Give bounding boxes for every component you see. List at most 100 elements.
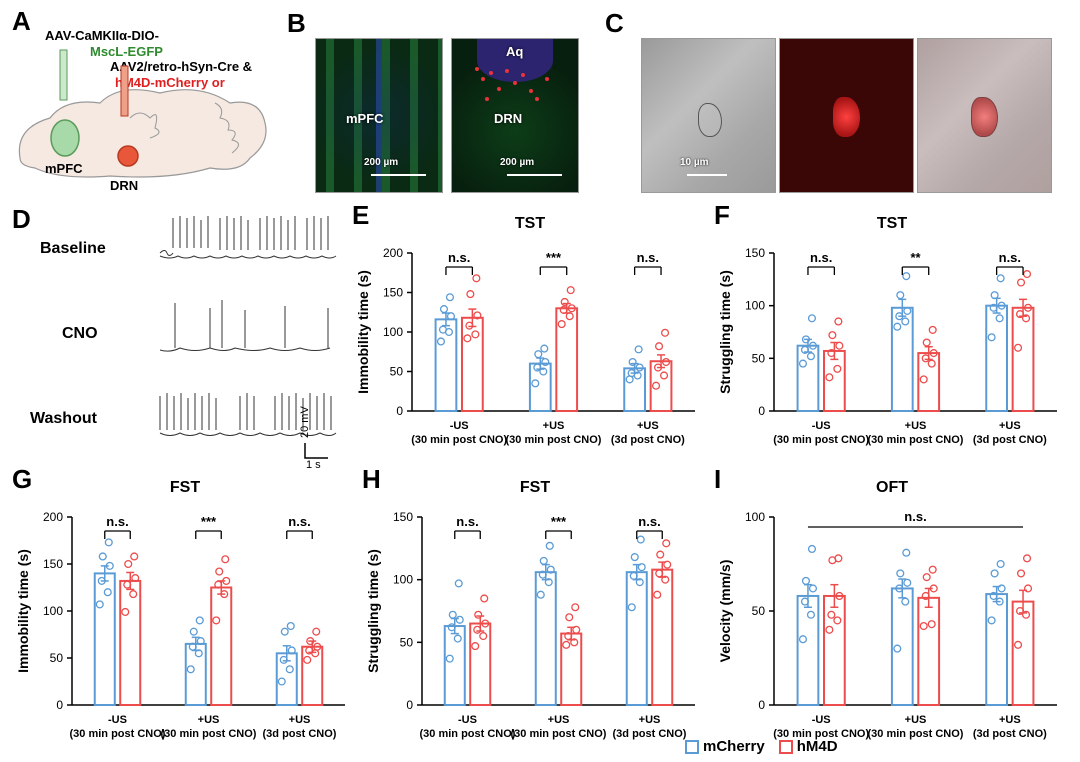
svg-text:150: 150 bbox=[43, 557, 63, 571]
svg-text:(3d post CNO): (3d post CNO) bbox=[263, 728, 337, 740]
mpfc-syringe-icon bbox=[60, 50, 67, 100]
svg-text:(30 min post CNO): (30 min post CNO) bbox=[511, 728, 607, 740]
merged-cell-image bbox=[917, 38, 1052, 193]
svg-text:50: 50 bbox=[400, 635, 414, 649]
aq-region-label: Aq bbox=[506, 44, 523, 59]
svg-text:E: E bbox=[352, 200, 369, 230]
svg-text:n.s.: n.s. bbox=[810, 250, 832, 265]
drn-region-label: DRN bbox=[494, 111, 522, 126]
svg-text:(30 min post CNO): (30 min post CNO) bbox=[773, 434, 869, 446]
legend-label-mcherry: mCherry bbox=[703, 738, 765, 755]
svg-text:n.s.: n.s. bbox=[999, 250, 1021, 265]
svg-text:(3d post CNO): (3d post CNO) bbox=[973, 434, 1047, 446]
panel-B: B mPFC 200 µm Aq DRN 200 µm bbox=[287, 8, 597, 193]
legend-item-hm4d[interactable]: hM4D bbox=[779, 738, 838, 755]
drn-region-marker bbox=[118, 146, 138, 166]
svg-text:+US: +US bbox=[637, 420, 659, 432]
svg-text:FST: FST bbox=[520, 479, 550, 496]
svg-text:n.s.: n.s. bbox=[106, 514, 128, 529]
chart-legend: mCherry hM4D bbox=[685, 738, 852, 755]
svg-text:+US: +US bbox=[905, 714, 927, 726]
scalebar-brightfield bbox=[687, 174, 727, 176]
svg-text:(30 min post CNO): (30 min post CNO) bbox=[70, 728, 166, 740]
panel-g: G FST 0 50 100 150 200 Immobility time (s) -US (3… bbox=[10, 462, 360, 760]
aav-construct-label-4: hM4D-mCherry or bbox=[115, 75, 225, 90]
mpfc-region-label: mPFC bbox=[346, 111, 384, 126]
chart-h-svg: H FST 0 50 100 150 Struggling time (s) -US (30 m… bbox=[360, 462, 710, 760]
svg-text:(30 min post CNO): (30 min post CNO) bbox=[868, 728, 964, 740]
svg-text:n.s.: n.s. bbox=[456, 514, 478, 529]
svg-text:n.s.: n.s. bbox=[904, 509, 926, 524]
svg-text:n.s.: n.s. bbox=[637, 250, 659, 265]
svg-text:(3d post CNO): (3d post CNO) bbox=[973, 728, 1047, 740]
drn-text-label: DRN bbox=[110, 178, 138, 193]
legend-swatch-hm4d bbox=[779, 740, 793, 754]
svg-text:H: H bbox=[362, 464, 381, 494]
svg-text:100: 100 bbox=[745, 510, 765, 524]
svg-text:Struggling time (s): Struggling time (s) bbox=[365, 549, 381, 673]
svg-text:OFT: OFT bbox=[876, 479, 908, 496]
svg-text:Immobility time (s): Immobility time (s) bbox=[355, 270, 371, 394]
svg-text:-US: -US bbox=[812, 420, 831, 432]
aav-construct-label-1: AAV-CaMKIIα-DIO- bbox=[45, 28, 159, 43]
svg-text:100: 100 bbox=[393, 573, 413, 587]
panel-e: E TST 0 50 100 150 200 Immobility time (s) -US (3… bbox=[350, 198, 710, 466]
svg-text:G: G bbox=[12, 464, 32, 494]
svg-text:I: I bbox=[714, 464, 721, 494]
panel-a-label: A bbox=[12, 8, 31, 36]
drn-syringe-icon bbox=[121, 66, 128, 116]
svg-text:0: 0 bbox=[758, 698, 765, 712]
svg-text:-US: -US bbox=[108, 714, 127, 726]
svg-text:n.s.: n.s. bbox=[448, 250, 470, 265]
legend-item-mcherry[interactable]: mCherry bbox=[685, 738, 765, 755]
svg-text:Immobility time (s): Immobility time (s) bbox=[15, 549, 31, 673]
svg-text:200: 200 bbox=[43, 510, 63, 524]
svg-text:50: 50 bbox=[752, 604, 766, 618]
svg-text:+US: +US bbox=[289, 714, 311, 726]
scalebar-drn-text: 200 µm bbox=[500, 157, 534, 168]
svg-text:-US: -US bbox=[458, 714, 477, 726]
svg-text:50: 50 bbox=[752, 351, 766, 365]
svg-text:150: 150 bbox=[745, 246, 765, 260]
brightfield-cell-image: 10 µm bbox=[641, 38, 776, 193]
svg-text:+US: +US bbox=[639, 714, 661, 726]
washout-row-label: Washout bbox=[30, 410, 98, 427]
chart-e-svg: E TST 0 50 100 150 200 Immobility time (s) -US (3… bbox=[350, 198, 710, 466]
panel-C: C 10 µm bbox=[605, 8, 1070, 193]
svg-text:(30 min post CNO): (30 min post CNO) bbox=[868, 434, 964, 446]
chart-i-svg: I OFT 0 50 100 Velocity (mm/s) -US (30 min post… bbox=[712, 462, 1072, 760]
cno-trace bbox=[160, 300, 330, 351]
svg-text:(30 min post CNO): (30 min post CNO) bbox=[420, 728, 516, 740]
svg-text:***: *** bbox=[551, 514, 567, 529]
svg-text:FST: FST bbox=[170, 479, 200, 496]
svg-text:0: 0 bbox=[758, 404, 765, 418]
svg-text:150: 150 bbox=[393, 510, 413, 524]
aav-construct-label-2: MscL-EGFP bbox=[90, 44, 163, 59]
panel-A: A AAV-CaMKIIα-DIO- MscL-EGFP AAV2/retro-… bbox=[10, 8, 280, 193]
aav-construct-label-3: AAV2/retro-hSyn-Cre & bbox=[110, 59, 252, 74]
svg-text:0: 0 bbox=[56, 698, 63, 712]
fluorescence-cell-image bbox=[779, 38, 914, 193]
svg-text:50: 50 bbox=[50, 651, 64, 665]
svg-text:Struggling time (s): Struggling time (s) bbox=[717, 270, 733, 394]
scalebar-brightfield-text: 10 µm bbox=[680, 157, 709, 168]
baseline-row-label: Baseline bbox=[40, 240, 106, 257]
svg-text:100: 100 bbox=[745, 299, 765, 313]
drn-fluorescence-image: Aq DRN 200 µm bbox=[451, 38, 579, 193]
scalebar-mpfc bbox=[371, 174, 426, 176]
svg-text:**: ** bbox=[910, 250, 921, 265]
svg-text:***: *** bbox=[546, 250, 562, 265]
svg-text:100: 100 bbox=[43, 604, 63, 618]
svg-text:+US: +US bbox=[999, 420, 1021, 432]
svg-text:n.s.: n.s. bbox=[288, 514, 310, 529]
mpfc-text-label: mPFC bbox=[45, 161, 83, 176]
svg-text:(30 min post CNO): (30 min post CNO) bbox=[161, 728, 257, 740]
mpfc-region-marker bbox=[51, 120, 79, 156]
svg-text:+US: +US bbox=[198, 714, 220, 726]
panel-f: F TST 0 50 100 150 Struggling time (s) -US (30 m… bbox=[712, 198, 1072, 466]
scalebar-mpfc-text: 200 µm bbox=[364, 157, 398, 168]
svg-text:F: F bbox=[714, 200, 730, 230]
legend-swatch-mcherry bbox=[685, 740, 699, 754]
svg-text:(3d post CNO): (3d post CNO) bbox=[611, 434, 685, 446]
panel-i: I OFT 0 50 100 Velocity (mm/s) -US (30 min post… bbox=[712, 462, 1072, 760]
